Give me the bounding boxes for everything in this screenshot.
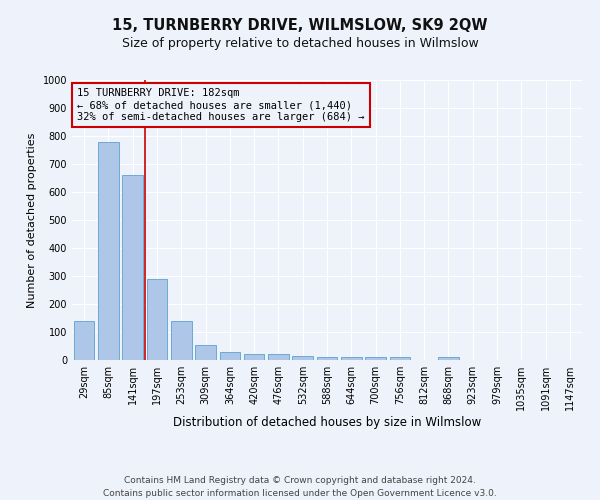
X-axis label: Distribution of detached houses by size in Wilmslow: Distribution of detached houses by size …	[173, 416, 481, 429]
Bar	[365, 357, 386, 360]
Bar	[317, 357, 337, 360]
Y-axis label: Number of detached properties: Number of detached properties	[27, 132, 37, 308]
Text: Contains HM Land Registry data © Crown copyright and database right 2024.
Contai: Contains HM Land Registry data © Crown c…	[103, 476, 497, 498]
Bar	[122, 175, 143, 360]
Text: 15 TURNBERRY DRIVE: 182sqm
← 68% of detached houses are smaller (1,440)
32% of s: 15 TURNBERRY DRIVE: 182sqm ← 68% of deta…	[77, 88, 365, 122]
Bar	[220, 352, 240, 360]
Bar	[268, 354, 289, 360]
Text: Size of property relative to detached houses in Wilmslow: Size of property relative to detached ho…	[122, 38, 478, 51]
Text: 15, TURNBERRY DRIVE, WILMSLOW, SK9 2QW: 15, TURNBERRY DRIVE, WILMSLOW, SK9 2QW	[112, 18, 488, 32]
Bar	[244, 354, 265, 360]
Bar	[389, 357, 410, 360]
Bar	[74, 321, 94, 360]
Bar	[292, 356, 313, 360]
Bar	[171, 321, 191, 360]
Bar	[195, 344, 216, 360]
Bar	[341, 357, 362, 360]
Bar	[98, 142, 119, 360]
Bar	[438, 357, 459, 360]
Bar	[146, 279, 167, 360]
